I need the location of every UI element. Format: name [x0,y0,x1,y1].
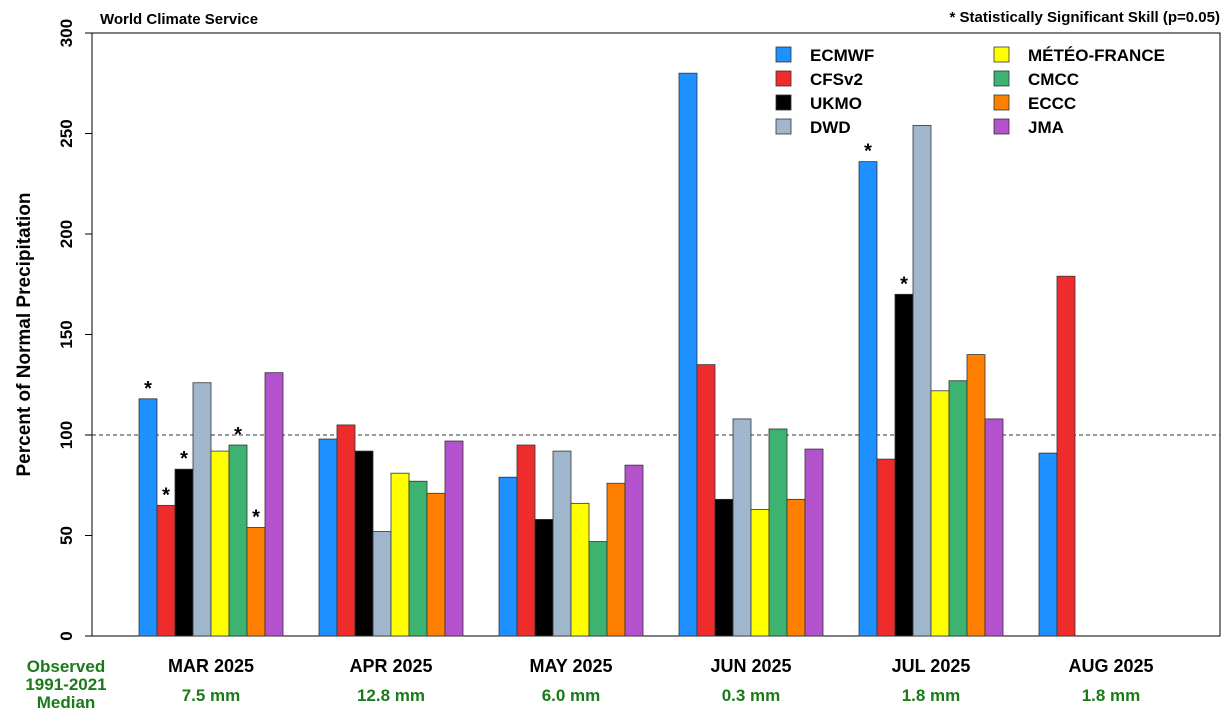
significance-star: * [180,448,188,470]
bar-cmcc-may-2025 [588,541,608,637]
observed-label-line: 1991-2021 [25,675,106,694]
bar-cfsv2-jun-2025 [696,364,716,637]
significance-star: * [234,424,242,446]
bar-cmcc-jun-2025 [768,428,788,637]
bar-m-t-o-france-may-2025 [570,502,590,637]
bar-ecmwf-jul-2025 [858,161,878,637]
significance-note: * Statistically Significant Skill (p=0.0… [949,9,1220,26]
legend-label-eccc: ECCC [1028,94,1076,113]
x-tick-label: JUN 2025 [710,656,791,676]
legend-swatch-eccc [993,94,1010,111]
legend-swatch-ukmo [775,94,792,111]
bar-ukmo-apr-2025 [354,450,374,637]
legend-label-cfsv2: CFSv2 [810,70,863,89]
bar-ecmwf-mar-2025 [138,398,158,637]
y-tick-label: 150 [57,320,76,348]
bar-jma-jun-2025 [804,448,824,637]
legend-label-ukmo: UKMO [810,94,862,113]
plot-area: 0 50 100 150 200 250 300 Percent of Normal Prec… [14,19,1221,641]
bar-ukmo-may-2025 [534,519,554,637]
bar-eccc-may-2025 [606,482,626,637]
y-tick-label: 200 [57,220,76,248]
bar-cmcc-mar-2025 [228,444,248,637]
bar-dwd-jul-2025 [912,125,932,637]
observed-label-line: Observed [27,657,105,676]
bar-m-t-o-france-apr-2025 [390,472,410,637]
bar-ukmo-jun-2025 [714,498,734,637]
legend-swatch-ecmwf [775,46,792,63]
bar-eccc-jul-2025 [966,354,986,637]
observed-median-value: 0.3 mm [722,686,781,705]
observed-label-line: Median [37,693,96,712]
bar-eccc-apr-2025 [426,492,446,637]
bar-jma-jul-2025 [984,418,1004,637]
legend-swatch-cmcc [993,70,1010,87]
bar-ecmwf-aug-2025 [1038,452,1058,637]
bar-cfsv2-apr-2025 [336,424,356,637]
legend-label-ecmwf: ECMWF [810,46,874,65]
observed-median-value: 1.8 mm [1082,686,1141,705]
bar-cfsv2-jul-2025 [876,458,896,637]
observed-median-value: 12.8 mm [357,686,425,705]
bar-jma-apr-2025 [444,440,464,637]
bar-dwd-jun-2025 [732,418,752,637]
significance-star: * [162,484,170,506]
bar-ukmo-jul-2025 [894,293,914,637]
legend-swatch-cfsv2 [775,70,792,87]
bar-cmcc-jul-2025 [948,380,968,637]
observed-median-value: 7.5 mm [182,686,241,705]
significance-star: * [864,141,872,163]
bar-ecmwf-may-2025 [498,476,518,637]
y-axis-label: Percent of Normal Precipitation [14,192,35,476]
legend-swatch-jma [993,118,1010,135]
bar-jma-mar-2025 [264,372,284,637]
bar-eccc-jun-2025 [786,498,806,637]
bar-m-t-o-france-mar-2025 [210,450,230,637]
significance-star: * [252,506,260,528]
y-tick-label: 0 [57,631,76,640]
y-tick-label: 300 [57,19,76,47]
legend-label-jma: JMA [1028,118,1064,137]
legend-label-cmcc: CMCC [1028,70,1079,89]
x-tick-label: MAY 2025 [529,656,612,676]
x-tick-label: JUL 2025 [892,656,971,676]
x-tick-label: AUG 2025 [1068,656,1153,676]
x-tick-label: APR 2025 [349,656,432,676]
bar-m-t-o-france-jul-2025 [930,390,950,637]
y-tick-label: 100 [57,421,76,449]
bar-cfsv2-may-2025 [516,444,536,637]
significance-star: * [900,273,908,295]
y-tick-label: 250 [57,119,76,147]
bar-dwd-mar-2025 [192,382,212,637]
observed-median-value: 6.0 mm [542,686,601,705]
bar-m-t-o-france-jun-2025 [750,508,770,637]
bar-cfsv2-aug-2025 [1056,275,1076,637]
observed-medians: MAR 2025 7.5 mm APR 2025 12.8 mm MAY 2025 6.0… [25,656,1153,712]
bar-ukmo-mar-2025 [174,468,194,637]
bar-cmcc-apr-2025 [408,480,428,637]
bar-dwd-may-2025 [552,450,572,637]
bar-jma-may-2025 [624,464,644,637]
x-tick-label: MAR 2025 [168,656,254,676]
significance-star: * [144,378,152,400]
bar-eccc-mar-2025 [246,527,266,637]
legend-swatch-dwd [775,118,792,135]
bar-cfsv2-mar-2025 [156,504,176,637]
y-tick-label: 50 [57,526,76,545]
legend-label-m-t-o-france: MÉTÉO-FRANCE [1028,46,1165,65]
legend: ECMWF CFSv2 UKMO DWD MÉTÉO-FRANCE CMCC ECCC JMA [775,46,1165,137]
bar-ecmwf-jun-2025 [678,72,698,637]
legend-swatch-m-t-o-france [993,46,1010,63]
bar-ecmwf-apr-2025 [318,438,338,637]
source-label: World Climate Service [100,11,258,28]
observed-median-value: 1.8 mm [902,686,961,705]
bar-dwd-apr-2025 [372,531,392,637]
legend-label-dwd: DWD [810,118,851,137]
